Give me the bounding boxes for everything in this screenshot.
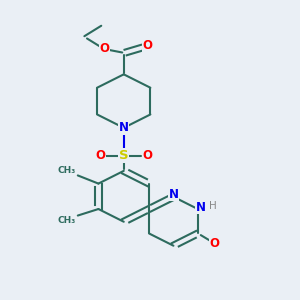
Text: O: O <box>142 40 152 52</box>
Text: O: O <box>95 149 105 162</box>
Text: O: O <box>209 237 219 250</box>
Text: S: S <box>119 149 129 162</box>
Text: N: N <box>196 201 206 214</box>
Text: N: N <box>119 121 129 134</box>
Text: CH₃: CH₃ <box>58 216 76 225</box>
Text: CH₃: CH₃ <box>58 166 76 175</box>
Text: O: O <box>99 42 109 55</box>
Text: N: N <box>168 188 178 201</box>
Text: O: O <box>142 149 152 162</box>
Text: H: H <box>209 201 217 212</box>
